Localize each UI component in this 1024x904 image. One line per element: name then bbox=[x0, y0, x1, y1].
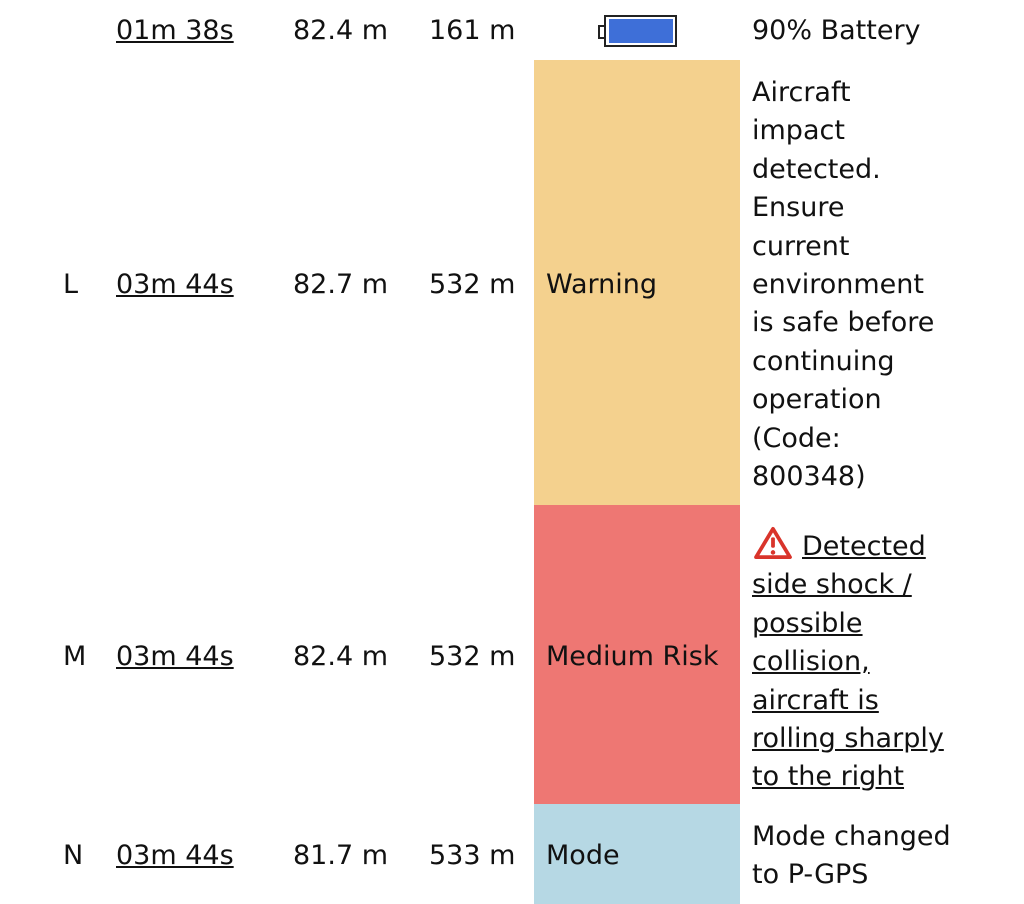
message-line: is safe before bbox=[752, 307, 935, 339]
message-line: current bbox=[752, 230, 850, 262]
distance-value: 533 m bbox=[429, 840, 516, 871]
event-message: Detected side shock / possible collision… bbox=[752, 526, 1014, 797]
message-line: Aircraft bbox=[752, 77, 851, 108]
message-line: Ensure bbox=[752, 192, 845, 224]
time-link[interactable]: 03m 44s bbox=[116, 840, 234, 871]
message-line: environment bbox=[752, 269, 924, 301]
distance-value: 532 m bbox=[429, 641, 516, 672]
message-link[interactable]: aircraft is bbox=[752, 684, 879, 716]
event-message: 90% Battery bbox=[752, 15, 921, 46]
distance-value: 161 m bbox=[429, 15, 516, 46]
event-message: Mode changed to P-GPS bbox=[752, 818, 1014, 895]
message-link[interactable]: Detected bbox=[802, 531, 926, 562]
message-link[interactable]: to the right bbox=[752, 761, 905, 793]
battery-fill bbox=[609, 19, 673, 43]
status-label: Mode bbox=[546, 840, 620, 871]
message-line: (Code: bbox=[752, 422, 841, 454]
log-row: Warning L 03m 44s 82.7 m 532 m Aircraft … bbox=[0, 60, 1024, 505]
message-line: impact bbox=[752, 115, 845, 147]
row-id: N bbox=[63, 840, 84, 871]
message-link[interactable]: rolling sharply bbox=[752, 723, 944, 755]
battery-icon bbox=[598, 15, 677, 47]
altitude-value: 82.4 m bbox=[293, 641, 389, 672]
status-cell-mode: Mode bbox=[534, 804, 740, 904]
message-link[interactable]: possible bbox=[752, 607, 863, 639]
warning-triangle-icon bbox=[754, 526, 792, 560]
message-line: operation bbox=[752, 384, 882, 416]
log-row: Medium Risk M 03m 44s 82.4 m 532 m Detec… bbox=[0, 505, 1024, 804]
message-link[interactable]: side shock / bbox=[752, 569, 912, 601]
message-link[interactable]: collision, bbox=[752, 646, 870, 678]
status-cell-warning: Warning bbox=[534, 60, 740, 505]
altitude-value: 81.7 m bbox=[293, 840, 389, 871]
message-first-line: Detected bbox=[752, 526, 1014, 566]
log-row: Mode N 03m 44s 81.7 m 533 m Mode changed… bbox=[0, 804, 1024, 904]
row-id: L bbox=[63, 269, 79, 300]
log-row: 01m 38s 82.4 m 161 m 90% Battery bbox=[0, 0, 1024, 60]
message-line: continuing bbox=[752, 345, 895, 377]
event-message: Aircraft impact detected. Ensure current… bbox=[752, 74, 1014, 496]
altitude-value: 82.7 m bbox=[293, 269, 389, 300]
row-id: M bbox=[63, 641, 87, 672]
message-line: to P-GPS bbox=[752, 859, 869, 891]
time-link[interactable]: 03m 44s bbox=[116, 641, 234, 672]
status-cell-medium-risk: Medium Risk bbox=[534, 505, 740, 804]
message-line: Mode changed bbox=[752, 821, 951, 852]
status-label: Warning bbox=[546, 269, 658, 300]
altitude-value: 82.4 m bbox=[293, 15, 389, 46]
status-label: Medium Risk bbox=[546, 641, 719, 672]
time-link[interactable]: 03m 44s bbox=[116, 269, 234, 300]
message-line: 800348) bbox=[752, 461, 866, 493]
time-link[interactable]: 01m 38s bbox=[116, 15, 234, 46]
distance-value: 532 m bbox=[429, 269, 516, 300]
message-line: detected. bbox=[752, 153, 881, 185]
